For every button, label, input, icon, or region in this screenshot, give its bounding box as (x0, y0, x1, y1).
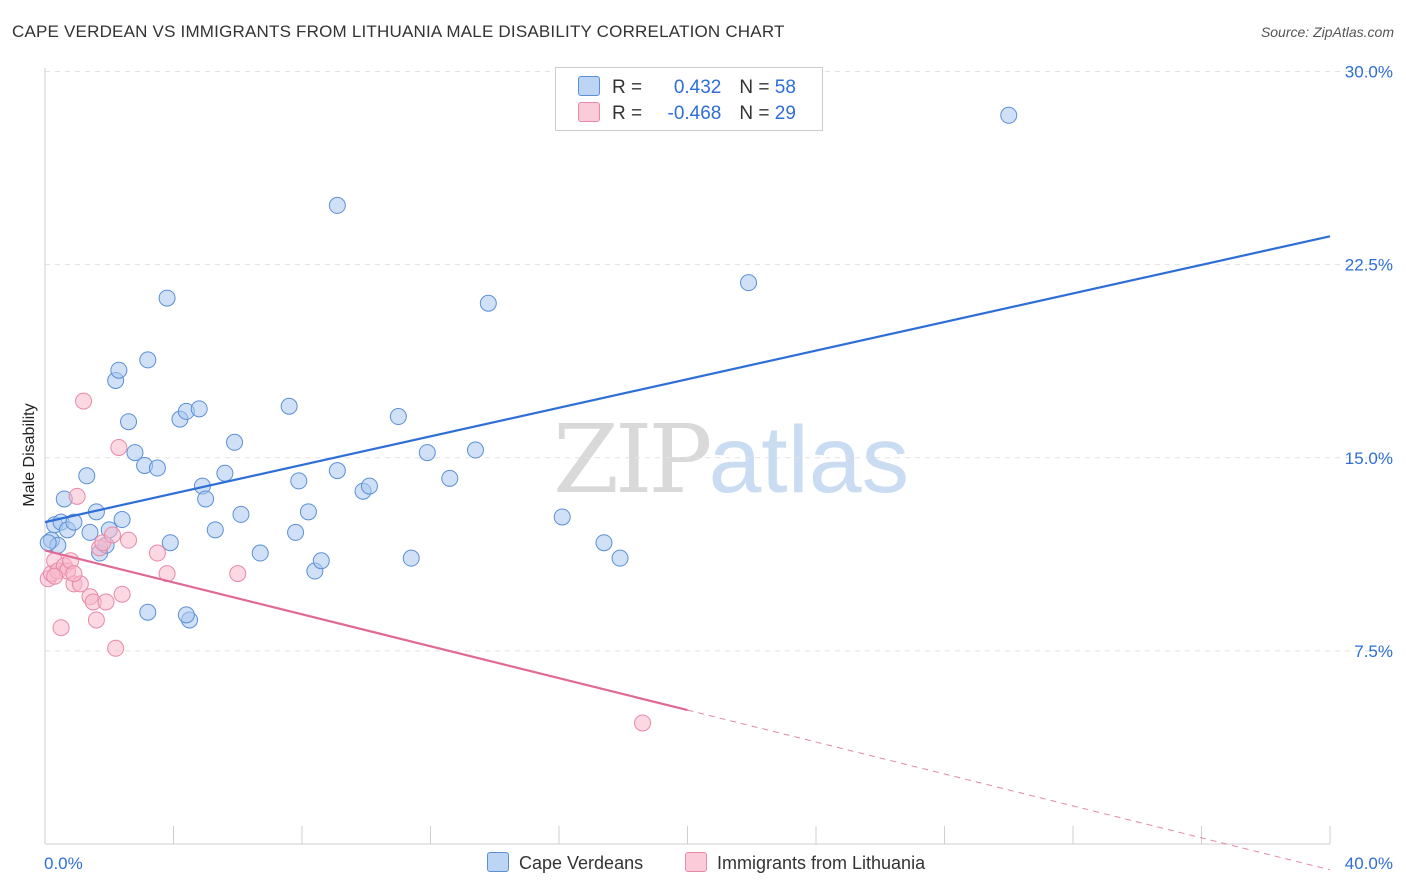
point-lithuania (97, 593, 115, 611)
point-cape-verdean (611, 549, 629, 567)
point-lithuania (46, 567, 64, 585)
legend-row-cape-verdeans: R = 0.432 N = 58 (578, 76, 796, 99)
point-cape-verdean (418, 444, 436, 462)
point-cape-verdean (441, 469, 459, 487)
point-cape-verdean (360, 477, 378, 495)
point-cape-verdean (110, 361, 128, 379)
point-cape-verdean (1000, 106, 1018, 124)
trendline-extension-lithuania (687, 709, 1331, 871)
point-cape-verdean (190, 400, 208, 418)
legend-swatch-pink (578, 102, 600, 122)
point-lithuania (52, 619, 70, 637)
correlation-legend: R = 0.432 N = 58 R = -0.468 N = 29 (555, 67, 823, 131)
point-cape-verdean (402, 549, 420, 567)
point-cape-verdean (126, 444, 144, 462)
n-value-lithuania: 29 (774, 103, 796, 124)
x-tick-label-max: 40.0% (1345, 854, 1393, 873)
point-cape-verdean (389, 408, 407, 426)
bottom-legend-swatch-blue (487, 852, 509, 872)
point-cape-verdean (139, 603, 157, 621)
point-cape-verdean (251, 544, 269, 562)
point-cape-verdean (287, 523, 305, 541)
point-cape-verdean (280, 397, 298, 415)
point-cape-verdean (299, 503, 317, 521)
bottom-legend-cape-verdeans: Cape Verdeans (487, 852, 643, 874)
point-cape-verdean (39, 534, 57, 552)
point-cape-verdean (65, 513, 83, 531)
x-tick-label-min: 0.0% (44, 854, 83, 873)
point-cape-verdean (148, 459, 166, 477)
y-tick-label: 15.0% (1345, 449, 1393, 468)
point-lithuania (65, 565, 83, 583)
point-cape-verdean (197, 490, 215, 508)
point-cape-verdean (226, 433, 244, 451)
point-cape-verdean (466, 441, 484, 459)
point-cape-verdean (158, 289, 176, 307)
bottom-legend-lithuania: Immigrants from Lithuania (685, 852, 925, 874)
point-lithuania (110, 438, 128, 456)
point-lithuania (75, 392, 93, 410)
point-cape-verdean (139, 351, 157, 369)
source-label: Source: ZipAtlas.com (1260, 24, 1394, 40)
point-cape-verdean (553, 508, 571, 526)
r-value-lithuania: -0.468 (667, 103, 722, 124)
y-tick-label: 7.5% (1354, 642, 1393, 661)
point-cape-verdean (328, 462, 346, 480)
point-lithuania (229, 565, 247, 583)
point-cape-verdean (81, 523, 99, 541)
r-value-cape-verdeans: 0.432 (673, 77, 722, 98)
legend-swatch-blue (578, 76, 600, 96)
point-cape-verdean (232, 505, 250, 523)
point-cape-verdean (206, 521, 224, 539)
point-lithuania (120, 531, 138, 549)
point-cape-verdean (479, 294, 497, 312)
point-lithuania (68, 487, 86, 505)
chart-title: CAPE VERDEAN VS IMMIGRANTS FROM LITHUANI… (12, 22, 785, 41)
trendline-lithuania (44, 549, 688, 712)
point-cape-verdean (740, 274, 758, 292)
point-cape-verdean (177, 606, 195, 624)
point-cape-verdean (216, 464, 234, 482)
point-cape-verdean (312, 552, 330, 570)
y-tick-label: 30.0% (1345, 63, 1393, 82)
point-cape-verdean (595, 534, 613, 552)
bottom-legend-swatch-pink (685, 852, 707, 872)
point-cape-verdean (290, 472, 308, 490)
legend-row-lithuania: R = -0.468 N = 29 (578, 102, 796, 125)
point-lithuania (87, 611, 105, 629)
point-cape-verdean (328, 196, 346, 214)
point-cape-verdean (113, 511, 131, 529)
point-cape-verdean (78, 467, 96, 485)
point-lithuania (107, 639, 125, 657)
point-lithuania (103, 526, 121, 544)
point-lithuania (148, 544, 166, 562)
trendline-cape-verdean (44, 235, 1331, 524)
point-cape-verdean (161, 534, 179, 552)
point-lithuania (113, 585, 131, 603)
point-cape-verdean (120, 413, 138, 431)
point-lithuania (634, 714, 652, 732)
y-tick-label: 22.5% (1345, 256, 1393, 275)
n-value-cape-verdeans: 58 (774, 77, 796, 98)
